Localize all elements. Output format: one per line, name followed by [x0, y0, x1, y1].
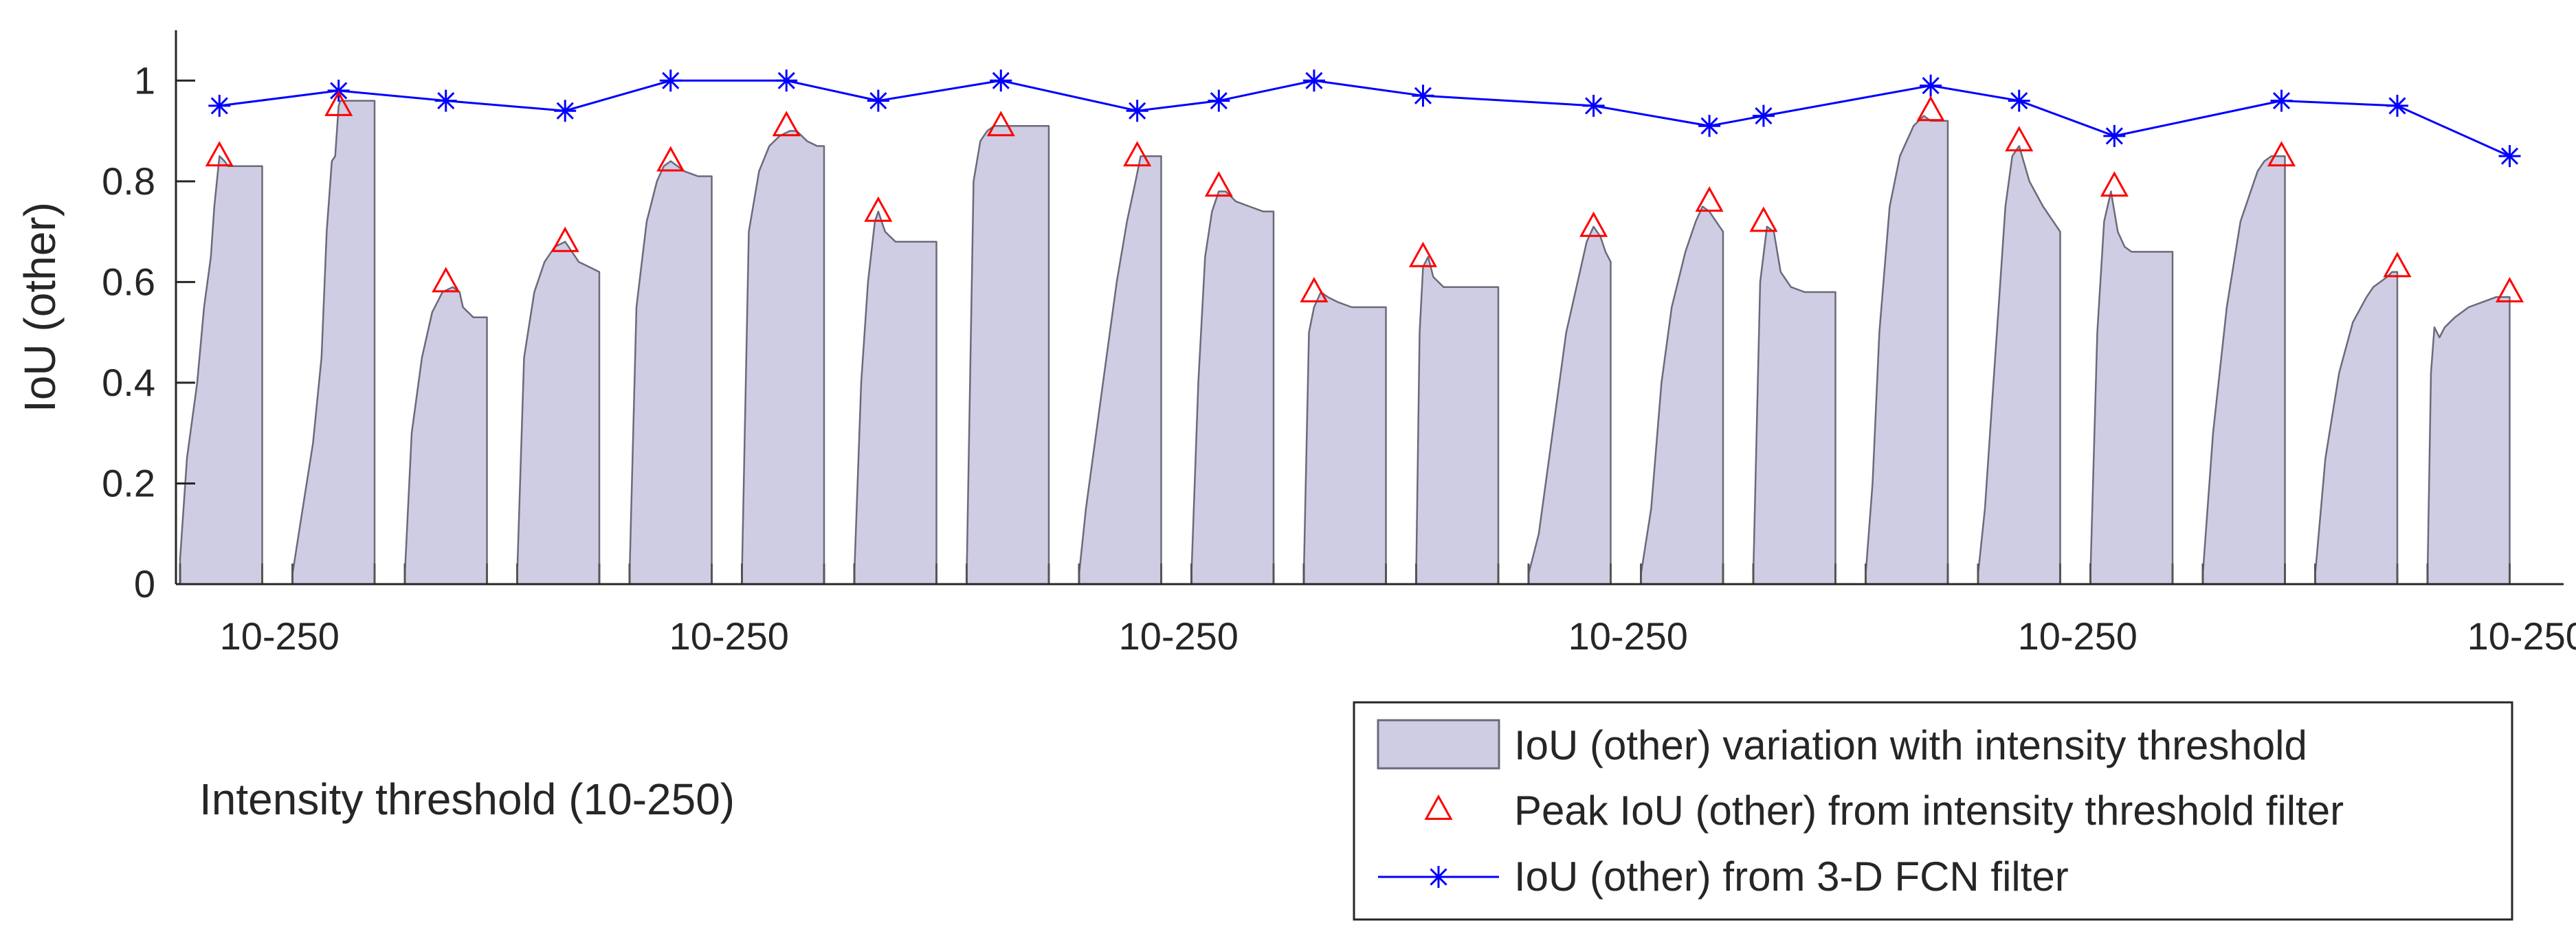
- iou-area-segment: [2089, 190, 2174, 586]
- peak-point: [2267, 141, 2296, 167]
- peak-point: [864, 196, 893, 222]
- fcn-point: [1698, 115, 1721, 137]
- fcn-point: [867, 89, 889, 112]
- iou-area-segment: [1640, 205, 1724, 586]
- peak-point: [1123, 141, 1152, 167]
- legend-fcn-star: [1428, 866, 1450, 888]
- fcn-point: [1302, 69, 1325, 92]
- fcn-point: [1412, 85, 1434, 107]
- iou-area-segment: [1865, 115, 1949, 586]
- x-tick-label: 10-250: [669, 614, 789, 658]
- peak-series: [205, 90, 2524, 303]
- y-tick-label: 0.8: [102, 159, 155, 203]
- fcn-point: [990, 69, 1012, 92]
- peak-point: [1408, 241, 1438, 267]
- legend-area-swatch: [1377, 719, 1500, 770]
- axes: [175, 30, 2564, 586]
- iou-area-segment: [1752, 225, 1836, 586]
- fcn-point: [1920, 74, 1942, 97]
- iou-area-segment: [2314, 271, 2399, 586]
- iou-area-segment: [966, 124, 1050, 586]
- peak-point: [1695, 186, 1724, 212]
- legend-box: [1353, 701, 2513, 921]
- peak-point: [2005, 126, 2034, 152]
- x-axis-title: Intensity threshold (10-250): [199, 775, 735, 824]
- y-tick-label: 0: [134, 562, 155, 605]
- legend-fcn-marker: [1428, 866, 1450, 888]
- fcn-point: [2270, 89, 2293, 112]
- peak-point: [772, 111, 801, 137]
- iou-area-segment: [1415, 256, 1500, 586]
- legend-label-peak: Peak IoU (other) from intensity threshol…: [1514, 788, 2344, 834]
- iou-area-segment: [403, 286, 488, 586]
- fcn-point: [1582, 94, 1605, 117]
- x-ticks: 10-250 10-250 10-250 10-250 10-250 10-250: [220, 614, 2576, 658]
- peak-point: [432, 267, 460, 293]
- peak-point: [324, 90, 353, 116]
- y-tick-label: 1: [134, 58, 155, 102]
- y-tick-label: 0.4: [102, 361, 155, 404]
- iou-area-segment: [628, 160, 713, 586]
- fcn-point: [2103, 124, 2126, 147]
- y-tick-label: 0.6: [102, 260, 155, 303]
- y-axis-title: IoU (other): [15, 202, 65, 412]
- fcn-line: [219, 79, 2511, 157]
- peak-point: [2383, 252, 2412, 278]
- legend-peak-marker: [1424, 794, 1453, 820]
- peak-point: [1579, 211, 1608, 237]
- iou-area-segment: [1190, 190, 1275, 586]
- peak-point: [986, 111, 1015, 137]
- legend: IoU (other) variation with intensity thr…: [1353, 701, 2513, 921]
- peak-point: [551, 226, 579, 252]
- iou-area-segment: [291, 100, 376, 586]
- iou-area-segment: [1977, 145, 2061, 586]
- legend-label-fcn: IoU (other) from 3-D FCN filter: [1514, 854, 2069, 900]
- fcn-point: [659, 69, 682, 92]
- x-tick-label: 10-250: [2467, 614, 2576, 658]
- peak-point: [656, 146, 685, 172]
- y-tick-label: 0.2: [102, 461, 155, 504]
- x-tick-label: 10-250: [1568, 614, 1688, 658]
- peak-point: [1204, 171, 1233, 197]
- x-tick-label: 10-250: [1119, 614, 1239, 658]
- peak-point: [2100, 171, 2129, 197]
- iou-area-segment: [179, 155, 263, 586]
- x-tick-label: 10-250: [220, 614, 340, 658]
- fcn-point: [2386, 94, 2408, 117]
- peak-point: [205, 141, 234, 167]
- fcn-point: [775, 69, 798, 92]
- fcn-point: [208, 94, 231, 117]
- segment-edge-ticks: [179, 564, 2511, 584]
- iou-area-segment: [1527, 225, 1612, 586]
- fcn-series: [208, 69, 2521, 168]
- iou-area-segment: [853, 210, 937, 586]
- iou-area-segment: [1302, 291, 1387, 586]
- peak-point: [1916, 96, 1945, 122]
- legend-label-area: IoU (other) variation with intensity thr…: [1514, 722, 2307, 768]
- fcn-point: [434, 89, 457, 112]
- peak-point: [2495, 277, 2524, 303]
- peak-point: [1300, 277, 1329, 303]
- peak-point: [1749, 206, 1778, 232]
- iou-area-series: [179, 100, 2511, 586]
- fcn-point: [2498, 145, 2521, 168]
- fcn-point: [554, 100, 577, 122]
- iou-area-segment: [1078, 155, 1162, 586]
- fcn-point: [1208, 89, 1230, 112]
- x-tick-label: 10-250: [2018, 614, 2138, 658]
- y-ticks: 0 0.2 0.4 0.6 0.8 1: [102, 58, 195, 605]
- iou-area-segment: [2201, 155, 2286, 586]
- iou-area-segment: [516, 241, 601, 586]
- fcn-point: [2008, 89, 2030, 112]
- fcn-point: [1752, 104, 1775, 127]
- iou-area-segment: [2426, 296, 2511, 586]
- fcn-point: [1126, 100, 1148, 122]
- iou-area-segment: [741, 130, 825, 586]
